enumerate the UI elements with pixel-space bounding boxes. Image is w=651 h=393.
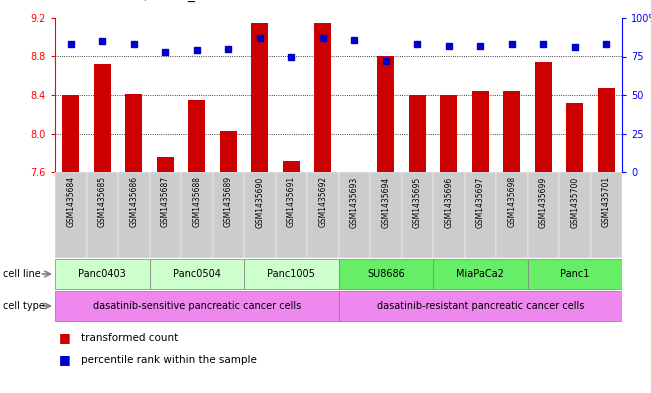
- Bar: [212, 172, 244, 258]
- Text: GSM1435691: GSM1435691: [286, 176, 296, 228]
- Bar: [566, 103, 583, 172]
- Bar: [55, 291, 339, 321]
- Bar: [339, 291, 622, 321]
- Text: GSM1435692: GSM1435692: [318, 176, 327, 228]
- Text: SU8686: SU8686: [367, 269, 405, 279]
- Bar: [275, 172, 307, 258]
- Text: GSM1435684: GSM1435684: [66, 176, 76, 228]
- Bar: [307, 172, 339, 258]
- Bar: [503, 91, 520, 172]
- Text: GSM1435697: GSM1435697: [476, 176, 485, 228]
- Bar: [433, 172, 465, 258]
- Bar: [496, 172, 527, 258]
- Bar: [527, 172, 559, 258]
- Bar: [55, 172, 87, 258]
- Bar: [94, 64, 111, 172]
- Bar: [283, 162, 300, 172]
- Text: cell line: cell line: [3, 269, 41, 279]
- Bar: [244, 172, 275, 258]
- Text: GSM1435688: GSM1435688: [192, 176, 201, 227]
- Bar: [87, 172, 118, 258]
- Bar: [339, 259, 433, 289]
- Bar: [118, 172, 150, 258]
- Bar: [465, 172, 496, 258]
- Bar: [402, 172, 433, 258]
- Text: cell type: cell type: [3, 301, 45, 311]
- Text: GSM1435696: GSM1435696: [444, 176, 453, 228]
- Text: Panc0403: Panc0403: [78, 269, 126, 279]
- Text: GSM1435686: GSM1435686: [130, 176, 138, 228]
- Bar: [62, 95, 79, 172]
- Text: transformed count: transformed count: [81, 333, 178, 343]
- Text: Panc1: Panc1: [560, 269, 589, 279]
- Bar: [370, 172, 402, 258]
- Text: MiaPaCa2: MiaPaCa2: [456, 269, 504, 279]
- Bar: [219, 130, 237, 172]
- Text: Panc0504: Panc0504: [173, 269, 221, 279]
- Text: dasatinib-resistant pancreatic cancer cells: dasatinib-resistant pancreatic cancer ce…: [376, 301, 584, 311]
- Bar: [377, 57, 395, 172]
- Bar: [150, 259, 244, 289]
- Bar: [251, 23, 268, 172]
- Text: GSM1435689: GSM1435689: [224, 176, 233, 228]
- Bar: [598, 88, 615, 172]
- Bar: [471, 91, 489, 172]
- Text: Panc1005: Panc1005: [268, 269, 315, 279]
- Bar: [590, 172, 622, 258]
- Bar: [534, 62, 552, 172]
- Bar: [409, 95, 426, 172]
- Text: dasatinib-sensitive pancreatic cancer cells: dasatinib-sensitive pancreatic cancer ce…: [92, 301, 301, 311]
- Bar: [55, 259, 150, 289]
- Bar: [339, 172, 370, 258]
- Bar: [181, 172, 212, 258]
- Text: percentile rank within the sample: percentile rank within the sample: [81, 355, 257, 365]
- Text: GSM1435687: GSM1435687: [161, 176, 170, 228]
- Text: GSM1435694: GSM1435694: [381, 176, 390, 228]
- Text: GSM1435700: GSM1435700: [570, 176, 579, 228]
- Text: GSM1435685: GSM1435685: [98, 176, 107, 228]
- Bar: [188, 100, 206, 172]
- Bar: [314, 23, 331, 172]
- Text: GSM1435695: GSM1435695: [413, 176, 422, 228]
- Bar: [527, 259, 622, 289]
- Bar: [433, 259, 527, 289]
- Text: GSM1435690: GSM1435690: [255, 176, 264, 228]
- Text: GSM1435701: GSM1435701: [602, 176, 611, 228]
- Bar: [440, 95, 458, 172]
- Bar: [559, 172, 590, 258]
- Text: GDS5627 / ILMN_1651684: GDS5627 / ILMN_1651684: [74, 0, 256, 2]
- Text: GSM1435698: GSM1435698: [507, 176, 516, 228]
- Text: ■: ■: [59, 353, 70, 367]
- Text: GSM1435693: GSM1435693: [350, 176, 359, 228]
- Bar: [150, 172, 181, 258]
- Bar: [157, 156, 174, 172]
- Text: ■: ■: [59, 332, 70, 345]
- Bar: [244, 259, 339, 289]
- Text: GSM1435699: GSM1435699: [539, 176, 547, 228]
- Bar: [125, 94, 143, 172]
